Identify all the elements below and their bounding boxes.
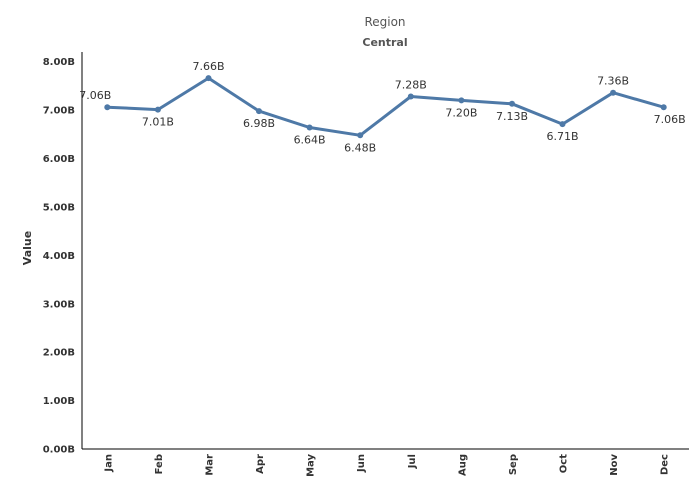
data-point[interactable]	[407, 93, 414, 100]
y-tick-label: 1.00B	[43, 396, 75, 407]
y-tick-label: 4.00B	[43, 251, 75, 262]
data-point[interactable]	[306, 124, 313, 131]
data-point[interactable]	[509, 100, 515, 107]
x-tick-label: Jan	[103, 454, 114, 473]
y-axis-label: Value	[21, 231, 34, 265]
data-point[interactable]	[357, 132, 364, 139]
y-tick-label: 5.00B	[43, 202, 75, 213]
x-tick-label: Apr	[255, 454, 266, 474]
data-point[interactable]	[610, 89, 617, 96]
data-point[interactable]	[256, 108, 262, 115]
data-point[interactable]	[205, 75, 212, 82]
data-labels: 7.06B 7.01B 7.66B 6.98B 6.64B 6.48B 7.28B 7.20B…	[79, 60, 685, 154]
data-point[interactable]	[104, 104, 111, 111]
x-tick-label: Mar	[204, 454, 215, 476]
series-line	[105, 76, 666, 137]
y-tick-label: 2.00B	[43, 348, 75, 359]
x-tick-label: Jul	[407, 454, 418, 469]
data-label: 6.48B	[344, 141, 376, 154]
data-point[interactable]	[660, 104, 667, 111]
x-tick-label: Dec	[660, 454, 671, 475]
data-label: 7.06B	[79, 89, 111, 102]
data-label: 6.98B	[243, 117, 275, 130]
x-axis-ticks: Jan Feb Mar Apr May Jun Jul Aug Sep Oct Nov Dec	[103, 454, 670, 477]
series-group	[104, 75, 667, 139]
data-point[interactable]	[458, 97, 465, 104]
data-label: 6.64B	[294, 134, 326, 147]
chart-subtitle: Central	[362, 36, 407, 49]
data-label: 7.01B	[142, 116, 174, 129]
data-label: 7.66B	[192, 60, 224, 73]
x-tick-label: Aug	[457, 454, 468, 476]
x-tick-label: Jun	[356, 454, 367, 473]
y-tick-label: 6.00B	[43, 154, 75, 165]
y-tick-label: 0.00B	[43, 445, 75, 456]
data-label: 7.28B	[395, 79, 427, 92]
data-label: 7.36B	[597, 75, 629, 88]
y-axis-ticks: 0.00B 1.00B 2.00B 3.00B 4.00B 5.00B 6.00B 7.00B…	[43, 57, 75, 455]
data-point[interactable]	[559, 121, 566, 128]
data-label: 7.13B	[496, 110, 528, 123]
data-label: 7.20B	[445, 106, 477, 119]
x-tick-label: Nov	[609, 454, 620, 476]
x-tick-label: Oct	[559, 454, 570, 473]
y-tick-label: 3.00B	[43, 299, 75, 310]
x-tick-label: Sep	[508, 454, 519, 475]
data-label: 6.71B	[546, 130, 578, 143]
data-point[interactable]	[154, 106, 161, 113]
x-tick-label: May	[306, 454, 317, 477]
data-label: 7.06B	[654, 113, 686, 126]
y-tick-label: 8.00B	[43, 57, 75, 68]
chart-title: Region	[364, 15, 405, 29]
x-tick-label: Feb	[154, 454, 165, 474]
y-tick-label: 7.00B	[43, 106, 75, 117]
